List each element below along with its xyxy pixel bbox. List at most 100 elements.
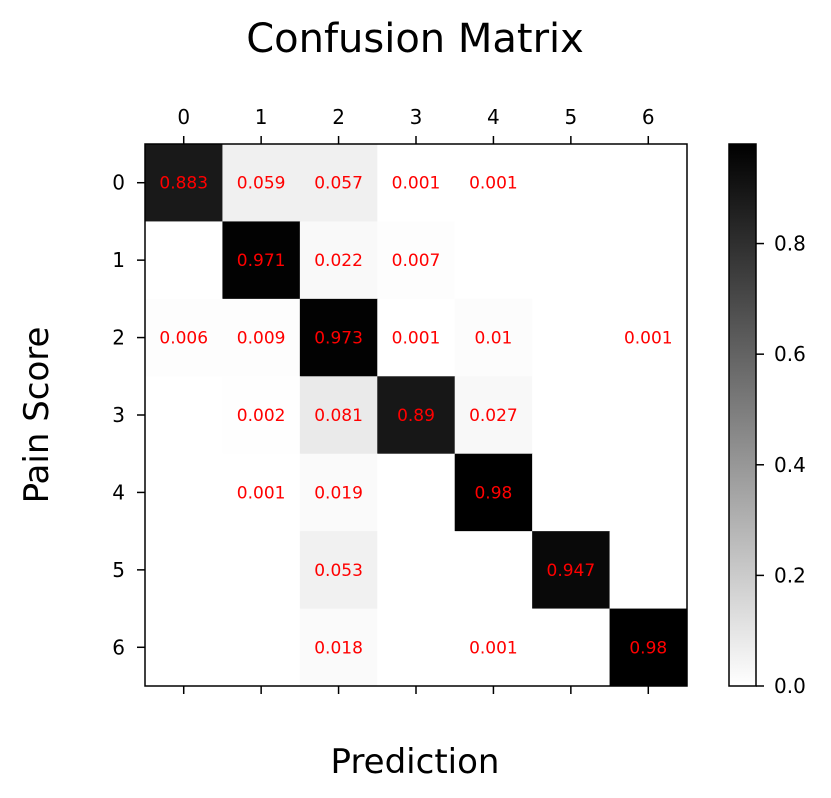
heatmap-cell [454, 221, 533, 300]
heatmap-cell [145, 531, 223, 610]
heatmap-cell [532, 221, 611, 300]
heatmap-cell [609, 376, 688, 455]
cell-value-label: 0.053 [314, 561, 363, 581]
heatmap-cell [532, 531, 611, 610]
cell-value-label: 0.001 [469, 638, 518, 658]
y-tick-label: 2 [112, 326, 125, 350]
cell-value-label: 0.947 [547, 561, 596, 581]
colorbar-tick-label: 0.8 [774, 232, 806, 256]
heatmap-cell [222, 453, 301, 532]
chart-title: Confusion Matrix [246, 16, 584, 62]
cell-value-label: 0.883 [159, 174, 208, 194]
heatmap-cell [609, 453, 688, 532]
heatmap-cell [377, 453, 456, 532]
heatmap-cell [377, 298, 456, 377]
colorbar [728, 143, 757, 687]
heatmap-cell [222, 144, 301, 222]
cell-value-label: 0.022 [314, 251, 363, 271]
y-tick-label: 5 [112, 558, 125, 582]
heatmap-cell [377, 221, 456, 300]
heatmap-cell [454, 376, 533, 455]
cell-value-label: 0.059 [237, 174, 286, 194]
y-tick-label: 0 [112, 171, 125, 195]
heatmap-cell [609, 298, 688, 377]
cell-value-label: 0.971 [237, 251, 286, 271]
cell-value-label: 0.001 [624, 329, 673, 349]
heatmap-cell [454, 298, 533, 377]
x-tick-label: 3 [410, 105, 423, 129]
heatmap-cell [299, 376, 378, 455]
heatmap-cell [377, 376, 456, 455]
heatmap-cell [145, 144, 223, 222]
heatmap-cell [145, 376, 223, 455]
cell-value-label: 0.89 [397, 406, 435, 426]
y-tick-label: 6 [112, 635, 125, 659]
cell-value-label: 0.98 [474, 483, 512, 503]
heatmap-cell [609, 221, 688, 300]
colorbar-ticks: 0.0 0.2 0.4 0.6 0.8 [756, 232, 806, 698]
cell-value-label: 0.007 [392, 251, 441, 271]
heatmap-cell [222, 531, 301, 610]
cell-value-label: 0.009 [237, 329, 286, 349]
colorbar-tick-label: 0.6 [774, 342, 806, 366]
cell-value-label: 0.081 [314, 406, 363, 426]
heatmap-cells [145, 144, 688, 687]
heatmap-cell [145, 298, 223, 377]
cell-value-label: 0.027 [469, 406, 518, 426]
heatmap-cell [299, 608, 378, 687]
heatmap-cell [145, 221, 223, 300]
x-tick-label: 0 [177, 105, 190, 129]
cell-value-label: 0.973 [314, 329, 363, 349]
cell-value-label: 0.018 [314, 638, 363, 658]
y-axis-label: Pain Score [17, 327, 57, 504]
axes: 0 0 1 1 2 2 3 3 4 4 5 5 6 6 [112, 105, 655, 694]
cell-value-label: 0.057 [314, 174, 363, 194]
colorbar-tick-label: 0.2 [774, 563, 806, 587]
cell-value-label: 0.01 [474, 329, 512, 349]
y-tick-label: 4 [112, 480, 125, 504]
cell-value-label: 0.001 [469, 174, 518, 194]
cell-value-labels: 0.883 0.059 0.057 0.001 0.001 0.971 0.022 0.007… [159, 174, 672, 659]
heatmap-cell [222, 376, 301, 455]
cell-value-label: 0.001 [392, 174, 441, 194]
cell-value-label: 0.019 [314, 483, 363, 503]
heatmap-cell [377, 531, 456, 610]
cell-value-label: 0.001 [392, 329, 441, 349]
cell-value-label: 0.001 [237, 483, 286, 503]
heatmap-cell [145, 608, 223, 687]
heatmap-cell [299, 298, 378, 377]
heatmap-cell [222, 298, 301, 377]
heatmap-cell [609, 144, 688, 222]
heatmap-cell [222, 221, 301, 300]
heatmap-cell [299, 144, 378, 222]
heatmap-cell [532, 144, 611, 222]
heatmap-cell [454, 453, 533, 532]
heatmap-cell [532, 298, 611, 377]
x-tick-label: 2 [332, 105, 345, 129]
cell-value-label: 0.002 [237, 406, 286, 426]
colorbar-tick-label: 0.0 [774, 674, 806, 698]
heatmap-cell [532, 608, 611, 687]
heatmap-cell [454, 144, 533, 222]
heatmap-cell [609, 608, 688, 687]
cell-value-label: 0.006 [159, 329, 208, 349]
heatmap-cell [609, 531, 688, 610]
colorbar-tick-label: 0.4 [774, 453, 806, 477]
x-tick-label: 6 [642, 105, 655, 129]
y-tick-label: 3 [112, 403, 125, 427]
heatmap-cell [299, 453, 378, 532]
heatmap-cell [377, 144, 456, 222]
cell-value-label: 0.98 [629, 638, 667, 658]
heatmap-cell [454, 531, 533, 610]
heatmap-cell [532, 453, 611, 532]
heatmap-cell [299, 221, 378, 300]
x-tick-label: 4 [487, 105, 500, 129]
heatmap-cell [299, 531, 378, 610]
heatmap-cell [145, 453, 223, 532]
heatmap-cell [532, 376, 611, 455]
heatmap-cell [222, 608, 301, 687]
x-tick-label: 5 [564, 105, 577, 129]
x-axis-label: Prediction [331, 742, 500, 782]
y-tick-label: 1 [112, 248, 125, 272]
